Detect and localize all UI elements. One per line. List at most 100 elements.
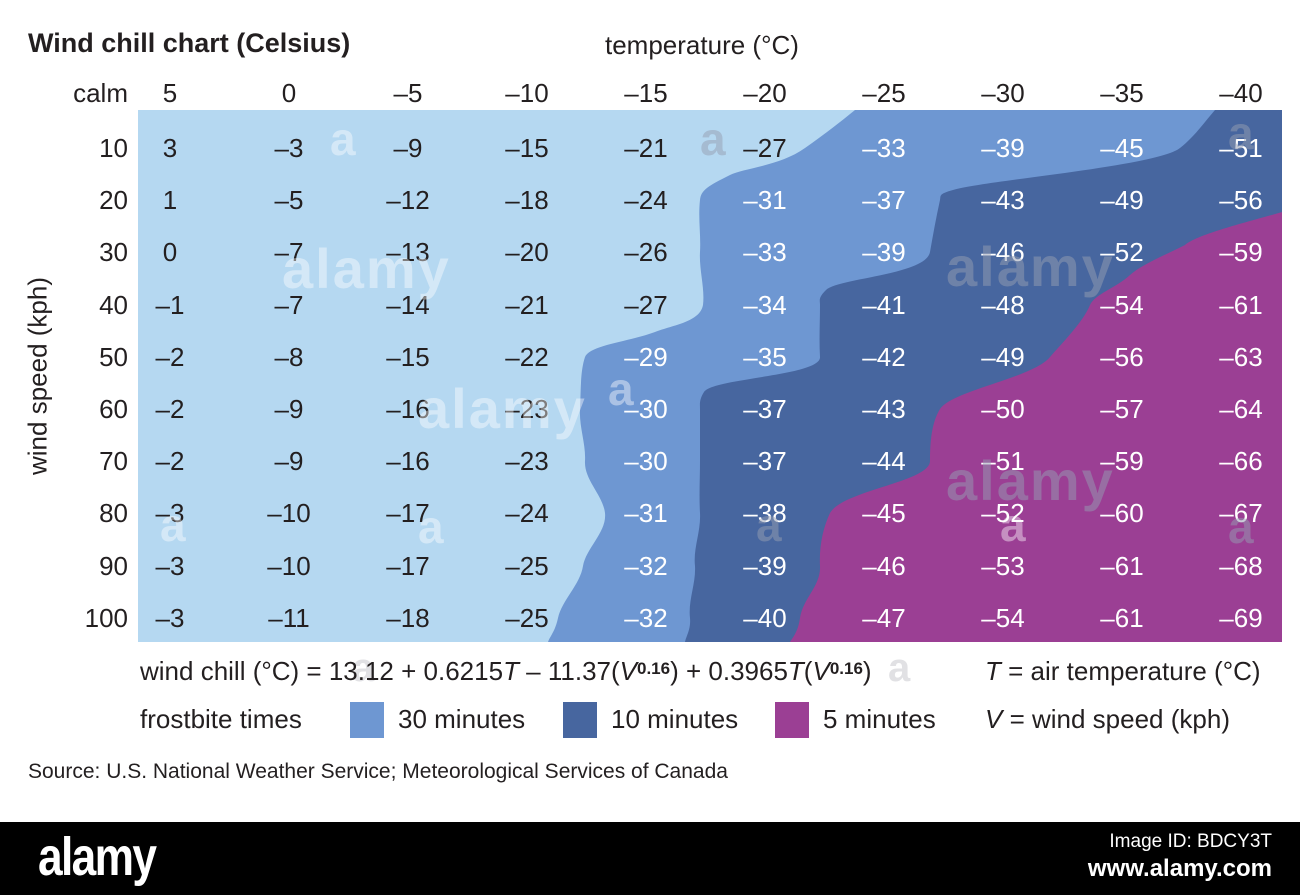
temperature-header: –40: [1219, 78, 1263, 108]
wind-chill-cell: –33: [743, 237, 787, 268]
wind-chill-cell: –47: [862, 602, 906, 633]
formula-exponent: 0.16: [829, 659, 863, 678]
wind-chill-cell: –46: [862, 550, 906, 581]
wind-chill-cell: –25: [505, 550, 549, 581]
wind-chill-cell: –27: [624, 289, 668, 320]
wind-speed-axis-label: wind speed (kph): [22, 277, 53, 475]
wind-speed-header: 60: [99, 394, 128, 424]
wind-speed-header: 50: [99, 341, 128, 372]
wind-chill-cell: –37: [743, 394, 787, 424]
region-5min: [790, 212, 1282, 642]
wind-chill-cell: –40: [743, 602, 787, 633]
legend-item-label: 30 minutes: [398, 704, 526, 734]
temperature-axis-label: temperature (°C): [605, 30, 799, 60]
temperature-header: –25: [862, 78, 906, 108]
footer-info: Image ID: BDCY3T www.alamy.com: [1088, 830, 1272, 884]
wind-chill-cell: –22: [505, 341, 549, 372]
wind-chill-cell: –64: [1219, 394, 1263, 424]
wind-chill-cell: –49: [981, 341, 1025, 372]
wind-chill-cell: –45: [862, 498, 906, 529]
wind-speed-header: 10: [99, 133, 128, 163]
wind-chill-cell: –20: [505, 237, 549, 268]
wind-chill-cell: –27: [743, 133, 787, 163]
wind-chill-cell: –49: [1100, 185, 1144, 216]
wind-chill-cell: –48: [981, 289, 1025, 320]
wind-chill-cell: –23: [505, 394, 549, 424]
wind-chill-cell: –2: [155, 394, 185, 424]
definition-T: T = air temperature (°C): [985, 656, 1261, 687]
wind-chill-cell: –61: [1219, 289, 1263, 320]
wind-speed-header: 20: [99, 185, 128, 216]
wind-chill-cell: –17: [386, 498, 430, 529]
wind-chill-cell: –61: [1100, 602, 1144, 633]
wind-chill-cell: –51: [981, 446, 1025, 477]
wind-chill-cell: –52: [1100, 237, 1144, 268]
wind-chill-cell: –9: [393, 133, 423, 163]
footer-bar: [0, 822, 1300, 895]
symbol-T: T: [985, 656, 1001, 686]
wind-chill-cell: –7: [274, 289, 304, 320]
wind-speed-header: 90: [99, 550, 128, 581]
legend-swatch: [775, 702, 809, 738]
wind-chill-cell: –30: [624, 394, 668, 424]
formula-text: ): [862, 656, 872, 686]
formula-V: V: [812, 656, 830, 686]
wind-chill-cell: –34: [743, 289, 787, 320]
wind-chill-cell: –25: [505, 602, 549, 633]
wind-chill-cell: –32: [624, 550, 668, 581]
wind-chill-cell: –37: [862, 185, 906, 216]
wind-chill-cell: –5: [274, 185, 304, 216]
formula-text: wind chill (°C) = 13.12 + 0.6215: [140, 656, 504, 686]
wind-chill-cell: –54: [981, 602, 1025, 633]
wind-chill-cell: –14: [386, 289, 430, 320]
definition-V: V = wind speed (kph): [985, 704, 1230, 735]
wind-chill-cell: –54: [1100, 289, 1144, 320]
wind-chill-cell: –3: [155, 498, 185, 529]
legend-item-label: 10 minutes: [611, 704, 739, 734]
temperature-header: –30: [981, 78, 1025, 108]
wind-chill-cell: 3: [162, 133, 178, 163]
alamy-url: www.alamy.com: [1087, 855, 1272, 882]
alamy-logo: alamy: [38, 827, 157, 887]
wind-chill-cell: –16: [386, 394, 430, 424]
temperature-header: –35: [1100, 78, 1144, 108]
wind-chill-cell: –9: [274, 446, 304, 477]
wind-chill-cell: –30: [624, 446, 668, 477]
wind-chill-cell: –26: [624, 237, 668, 268]
wind-chill-cell: –3: [155, 550, 185, 581]
wind-chill-cell: –41: [862, 289, 906, 320]
wind-chill-cell: –63: [1219, 341, 1263, 372]
wind-chill-cell: –52: [981, 498, 1025, 529]
wind-chill-cell: –46: [981, 237, 1025, 268]
wind-chill-cell: –51: [1219, 133, 1263, 163]
legend-swatch: [350, 702, 384, 738]
wind-chill-cell: 0: [162, 237, 178, 268]
temperature-header: –10: [505, 78, 549, 108]
source-note: Source: U.S. National Weather Service; M…: [28, 760, 728, 783]
formula-T: T: [503, 656, 519, 686]
wind-chill-cell: –43: [981, 185, 1025, 216]
wind-chill-cell: –60: [1100, 498, 1144, 529]
wind-chill-cell: –17: [386, 550, 430, 581]
wind-chill-cell: –42: [862, 341, 906, 372]
wind-chill-cell: –12: [386, 185, 430, 216]
wind-chill-cell: –61: [1100, 550, 1144, 581]
wind-chill-cell: –3: [155, 602, 185, 633]
temperature-header: –5: [393, 78, 423, 108]
temperature-header: 0: [281, 78, 297, 108]
formula-text: – 11.37(: [518, 656, 620, 686]
wind-chill-cell: –2: [155, 341, 185, 372]
symbol-V: V: [985, 704, 1003, 734]
wind-chill-cell: –68: [1219, 550, 1263, 581]
formula-exponent: 0.16: [637, 659, 671, 678]
wind-chill-cell: –24: [624, 185, 668, 216]
wind-chill-cell: –1: [155, 289, 185, 320]
wind-speed-header: 70: [99, 446, 128, 477]
calm-column-header: calm: [73, 78, 128, 108]
wind-chill-cell: –2: [155, 446, 185, 477]
wind-chill-cell: –9: [274, 394, 304, 424]
wind-chill-cell: –66: [1219, 446, 1263, 477]
wind-chill-cell: –59: [1219, 237, 1263, 268]
wind-chill-cell: –38: [743, 498, 787, 529]
